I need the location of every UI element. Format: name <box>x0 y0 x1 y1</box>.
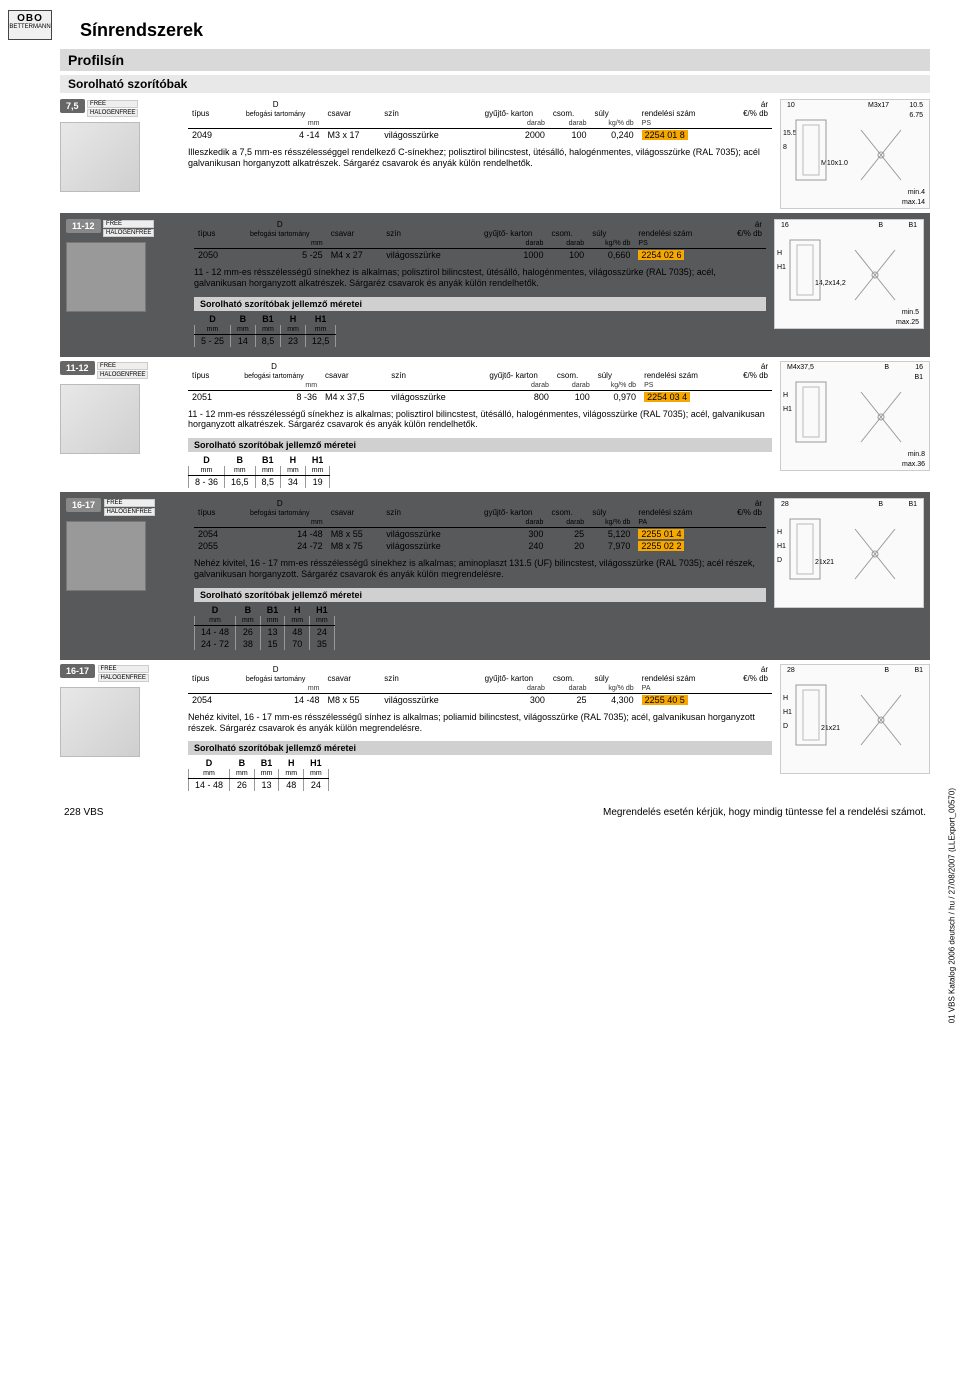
product-description: Illeszkedik a 7,5 mm-es résszélességgel … <box>188 147 772 169</box>
dim-title: Sorolható szorítóbak jellemző méretei <box>188 741 772 755</box>
page-footer: 228 VBS Megrendelés esetén kérjük, hogy … <box>60 807 930 818</box>
product-description: Nehéz kivitel, 16 - 17 mm-es résszélessé… <box>188 712 772 734</box>
table-row: 205414 -48M8 x 55világosszürke 300255,12… <box>194 528 766 541</box>
dim-row: 5 - 25148,52312,5 <box>195 334 336 347</box>
dim-table: DBB1HH1 mmmmmmmmmm8 - 3616,58,53419 <box>188 454 330 488</box>
mid-column: típusDbefogási tartomány csavarszín gyűj… <box>188 361 772 489</box>
left-column: 11-12 FREEHALOGENFREE <box>66 219 186 347</box>
product-thumbnail <box>60 687 140 757</box>
right-column: 10 M3x17 10.5 6.75 15.5 8 M10x1.0 min.4 … <box>780 99 930 209</box>
technical-drawing: 28 B B1 H H1 D 21x21 <box>774 498 924 608</box>
technical-drawing: 28 B B1 H H1 D 21x21 <box>780 664 930 774</box>
order-number: 2254 02 6 <box>638 250 684 260</box>
page: OBO BETTERMANN Sínrendszerek Profilsín S… <box>0 0 960 828</box>
table-row: 205524 -72M8 x 75világosszürke 240207,97… <box>194 540 766 552</box>
right-column: 16 B B1 H H1 14,2x14,2 min.5 max.25 <box>774 219 924 347</box>
product-description: Nehéz kivitel, 16 - 17 mm-es résszélessé… <box>194 558 766 580</box>
cert-icons: FREEHALOGENFREE <box>104 498 155 517</box>
table-row: 205414 -48M8 x 55világosszürke 300254,30… <box>188 693 772 706</box>
technical-drawing: 16 B B1 H H1 14,2x14,2 min.5 max.25 <box>774 219 924 329</box>
dim-table: DBB1HH1 mmmmmmmmmm5 - 25148,52312,5 <box>194 313 336 347</box>
product-table: típusDbefogási tartomány csavarszín gyűj… <box>188 99 772 141</box>
technical-drawing: 10 M3x17 10.5 6.75 15.5 8 M10x1.0 min.4 … <box>780 99 930 209</box>
mid-column: típusDbefogási tartomány csavarszín gyűj… <box>188 99 772 209</box>
dim-table: DBB1HH1 mmmmmmmmmm14 - 482613482424 - 72… <box>194 604 335 650</box>
cert-icons: FREEHALOGENFREE <box>87 99 138 118</box>
size-badge: 11-12 <box>60 361 95 375</box>
product-block: 16-17 FREEHALOGENFREE típusDbefogási tar… <box>60 664 930 792</box>
left-column: 7,5 FREEHALOGENFREE <box>60 99 180 209</box>
brand-name: OBO <box>9 13 51 24</box>
table-row: 20518 -36M4 x 37,5világosszürke 8001000,… <box>188 390 772 403</box>
footer-left: 228 VBS <box>64 807 103 818</box>
subsection-title: Sorolható szorítóbak <box>60 75 930 93</box>
product-block: 7,5 FREEHALOGENFREE típusDbefogási tarto… <box>60 99 930 209</box>
table-row: 20505 -25M4 x 27világosszürke 10001000,6… <box>194 249 766 262</box>
footer-right: Megrendelés esetén kérjük, hogy mindig t… <box>603 807 926 818</box>
brand-sub: BETTERMANN <box>9 24 51 30</box>
dim-row: 14 - 4826134824 <box>189 779 329 792</box>
left-column: 16-17 FREEHALOGENFREE <box>60 664 180 792</box>
product-description: 11 - 12 mm-es résszélességű sínekhez is … <box>188 409 772 431</box>
mid-column: típusDbefogási tartomány csavarszín gyűj… <box>194 498 766 650</box>
cert-icons: FREEHALOGENFREE <box>103 219 154 238</box>
order-number: 2255 01 4 <box>638 529 684 539</box>
order-number: 2254 01 8 <box>642 130 688 140</box>
page-title: Sínrendszerek <box>80 20 930 41</box>
dim-row: 14 - 4826134824 <box>195 625 335 638</box>
size-badge: 16-17 <box>66 498 101 512</box>
side-note: 01 VBS Katalog 2006 deutsch / hu / 27/08… <box>947 788 956 1023</box>
left-column: 16-17 FREEHALOGENFREE <box>66 498 186 650</box>
product-thumbnail <box>60 122 140 192</box>
product-thumbnail <box>66 242 146 312</box>
product-description: 11 - 12 mm-es résszélességű sínekhez is … <box>194 267 766 289</box>
section-title: Profilsín <box>60 49 930 71</box>
cert-icons: FREEHALOGENFREE <box>97 361 148 380</box>
order-number: 2255 02 2 <box>638 541 684 551</box>
order-number: 2254 03 4 <box>644 392 690 402</box>
right-column: 28 B B1 H H1 D 21x21 <box>780 664 930 792</box>
right-column: 28 B B1 H H1 D 21x21 <box>774 498 924 650</box>
product-block: 11-12 FREEHALOGENFREE típusDbefogási tar… <box>60 213 930 357</box>
mid-column: típusDbefogási tartomány csavarszín gyűj… <box>194 219 766 347</box>
product-block: 16-17 FREEHALOGENFREE típusDbefogási tar… <box>60 492 930 660</box>
dim-table: DBB1HH1 mmmmmmmmmm14 - 4826134824 <box>188 757 329 791</box>
product-table: típusDbefogási tartomány csavarszín gyűj… <box>194 219 766 261</box>
mid-column: típusDbefogási tartomány csavarszín gyűj… <box>188 664 772 792</box>
size-badge: 11-12 <box>66 219 101 233</box>
brand-logo: OBO BETTERMANN <box>8 10 52 40</box>
size-badge: 7,5 <box>60 99 85 113</box>
left-column: 11-12 FREEHALOGENFREE <box>60 361 180 489</box>
order-number: 2255 40 5 <box>642 695 688 705</box>
cert-icons: FREEHALOGENFREE <box>98 664 149 683</box>
product-thumbnail <box>66 521 146 591</box>
product-table: típusDbefogási tartomány csavarszín gyűj… <box>194 498 766 552</box>
dim-row: 24 - 7238157035 <box>195 638 335 650</box>
product-table: típusDbefogási tartomány csavarszín gyűj… <box>188 664 772 706</box>
product-thumbnail <box>60 384 140 454</box>
dim-title: Sorolható szorítóbak jellemző méretei <box>188 438 772 452</box>
product-block: 11-12 FREEHALOGENFREE típusDbefogási tar… <box>60 361 930 489</box>
dim-title: Sorolható szorítóbak jellemző méretei <box>194 297 766 311</box>
dim-title: Sorolható szorítóbak jellemző méretei <box>194 588 766 602</box>
technical-drawing: M4x37,5 B 16 B1 H H1 min.8 max.36 <box>780 361 930 471</box>
right-column: M4x37,5 B 16 B1 H H1 min.8 max.36 <box>780 361 930 489</box>
size-badge: 16-17 <box>60 664 95 678</box>
product-table: típusDbefogási tartomány csavarszín gyűj… <box>188 361 772 403</box>
dim-row: 8 - 3616,58,53419 <box>189 476 330 489</box>
table-row: 20494 -14M3 x 17világosszürke 20001000,2… <box>188 129 772 142</box>
